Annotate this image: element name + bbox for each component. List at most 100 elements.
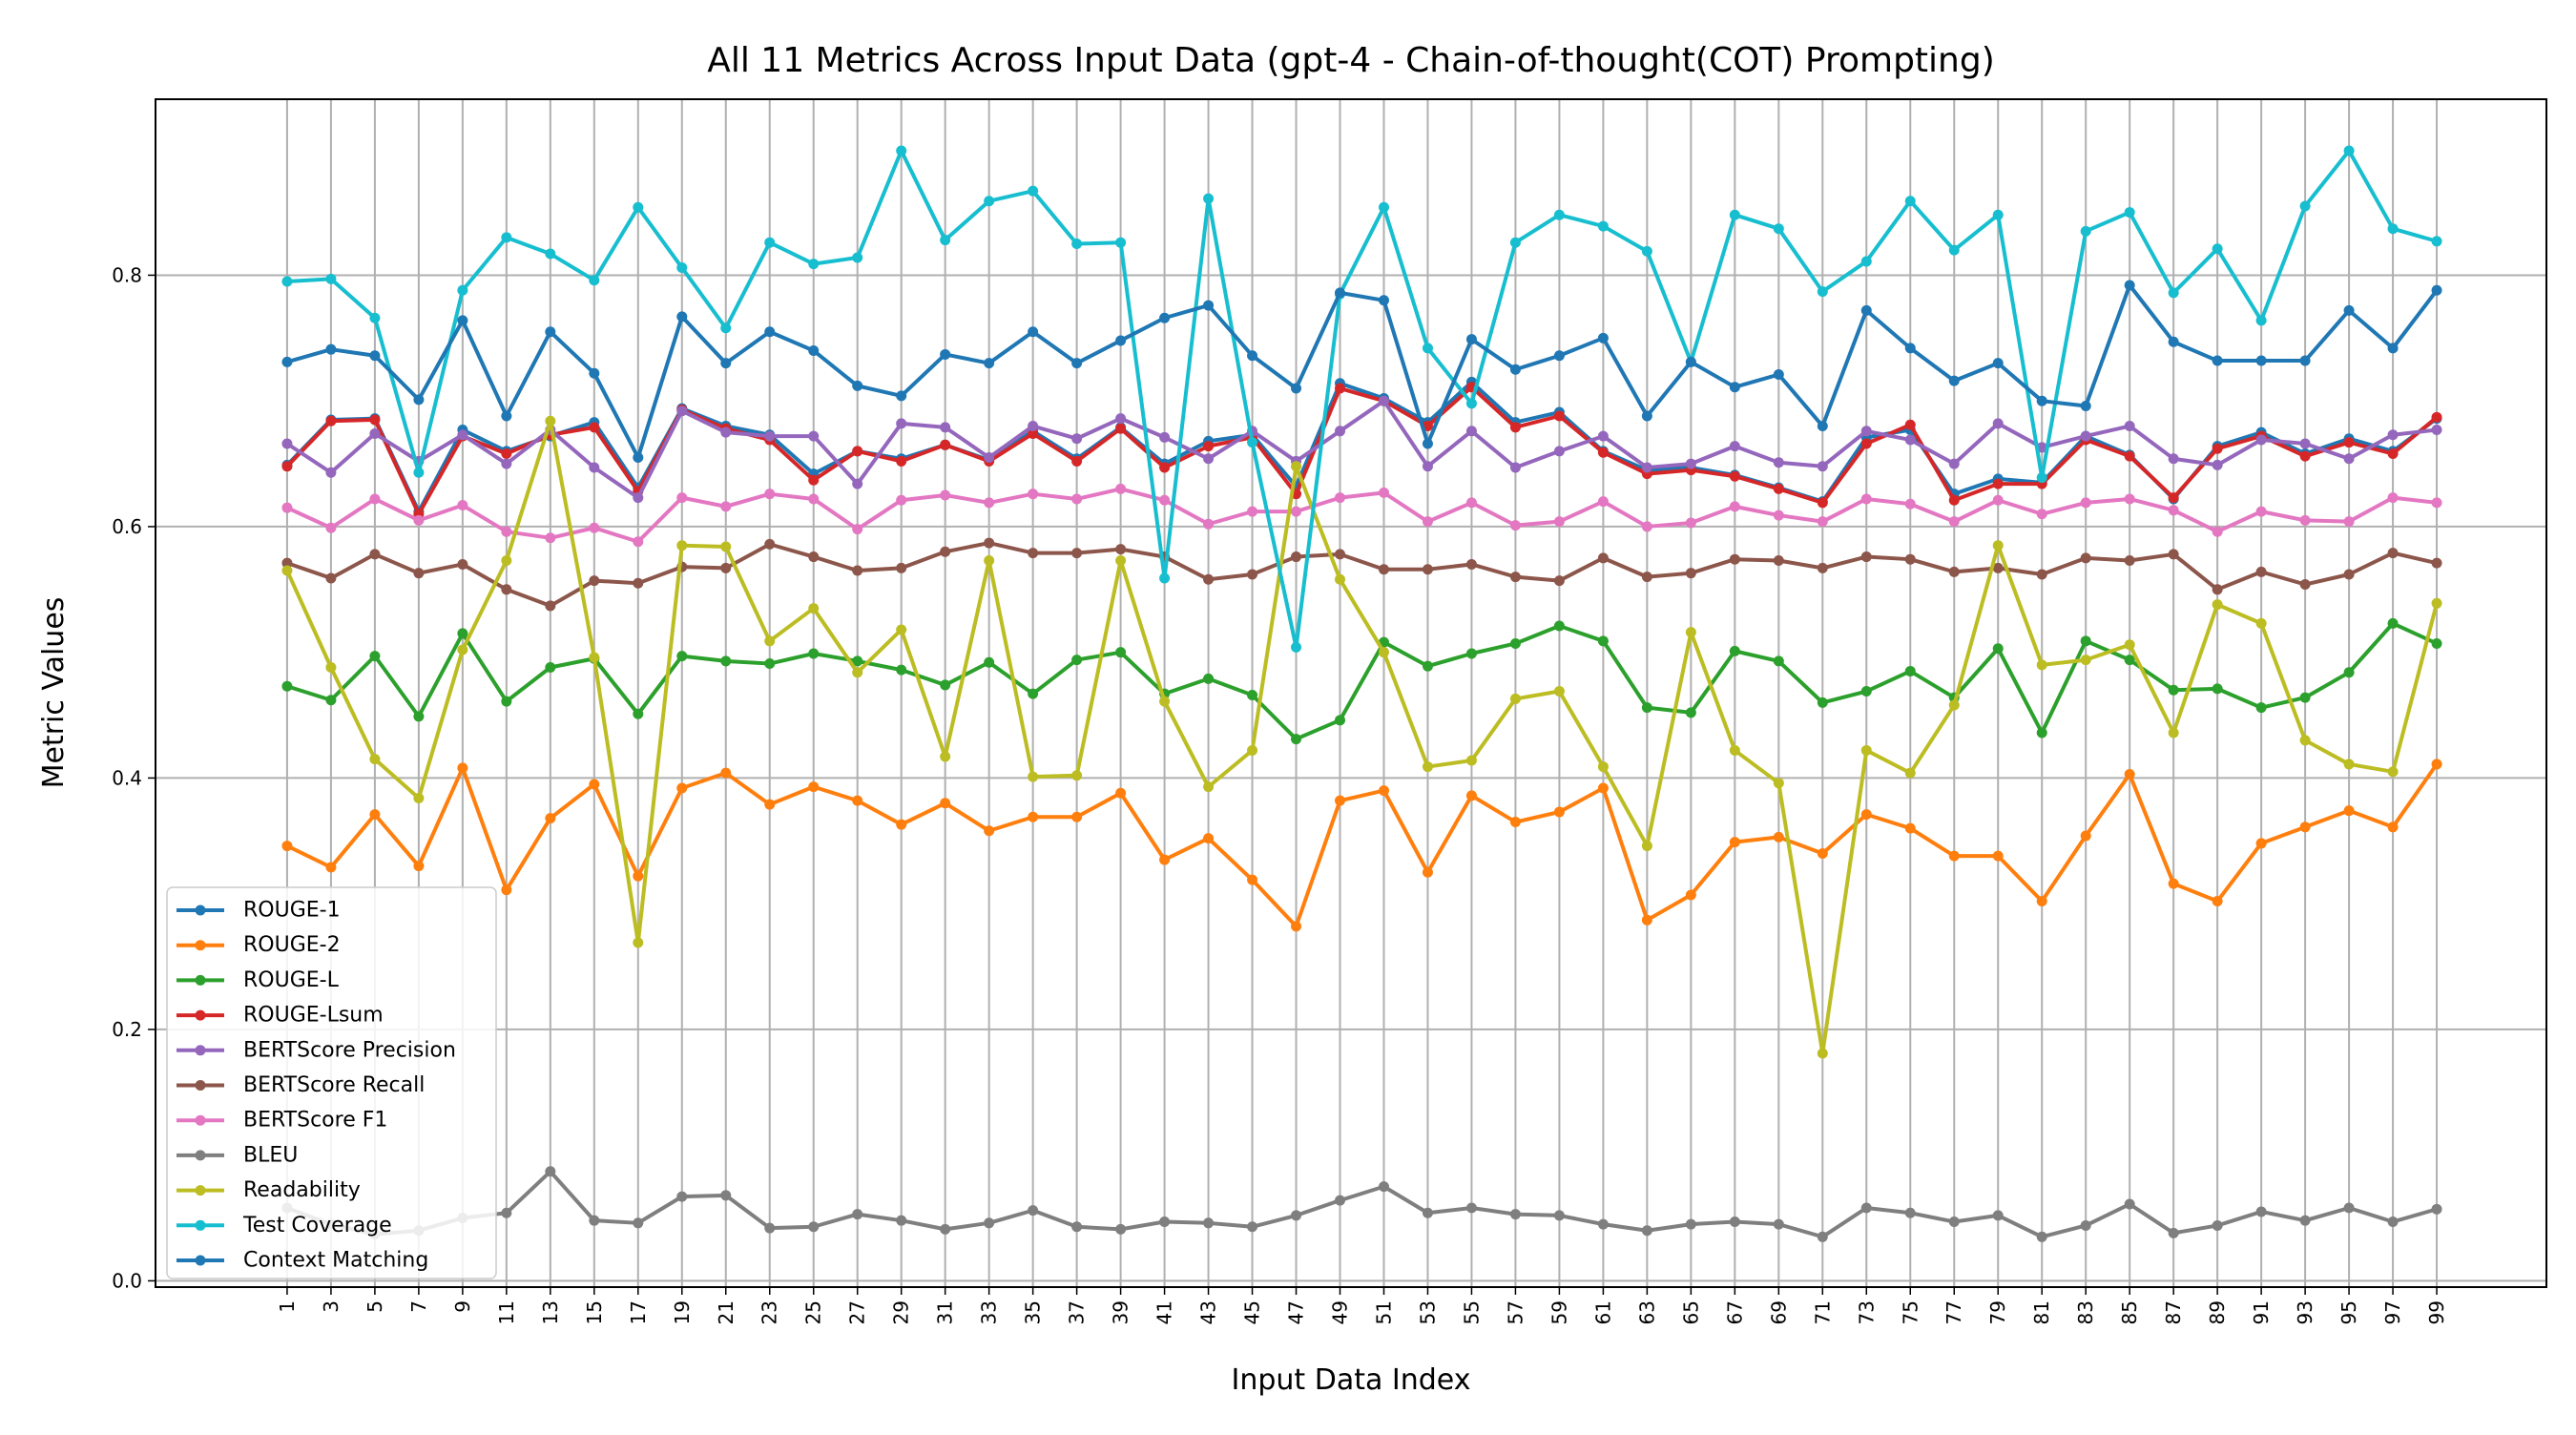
x-tick-label: 77 bbox=[1942, 1300, 1965, 1324]
data-point bbox=[2255, 355, 2267, 366]
data-point bbox=[1641, 1225, 1652, 1237]
data-point bbox=[2387, 343, 2399, 354]
data-point bbox=[896, 562, 907, 573]
data-point bbox=[2168, 492, 2179, 504]
x-tick-label: 79 bbox=[1986, 1300, 2009, 1324]
data-point bbox=[1773, 831, 1784, 842]
series-layer bbox=[281, 145, 2442, 1242]
data-point bbox=[325, 572, 337, 584]
data-point bbox=[2387, 492, 2399, 504]
data-point bbox=[808, 344, 820, 356]
data-point bbox=[1992, 850, 2004, 862]
x-tick-label: 17 bbox=[627, 1300, 650, 1324]
series-bertscore-precision bbox=[281, 395, 2442, 504]
data-point bbox=[1641, 521, 1652, 532]
data-point bbox=[1992, 494, 2004, 506]
legend-label: Readability bbox=[243, 1178, 361, 1202]
data-point bbox=[2431, 284, 2442, 296]
axis-ticks: 1 3 5 7 9 11 13 15 17 19 21 23 25 27 29 31 33 35 37 39 41 43 4… bbox=[112, 263, 2448, 1324]
data-point bbox=[1860, 438, 1872, 449]
data-point bbox=[1159, 696, 1171, 707]
data-point bbox=[281, 502, 293, 513]
data-point bbox=[545, 248, 556, 260]
data-point bbox=[1641, 462, 1652, 473]
data-point bbox=[501, 458, 512, 469]
y-tick-label: 0.4 bbox=[112, 766, 142, 789]
data-point bbox=[1071, 548, 1083, 559]
data-point bbox=[2036, 509, 2047, 520]
data-point bbox=[589, 522, 600, 533]
data-point bbox=[2431, 557, 2442, 569]
data-point bbox=[1028, 1205, 1039, 1217]
data-point bbox=[281, 841, 293, 852]
data-point bbox=[2168, 453, 2179, 465]
series-context-matching bbox=[281, 280, 2442, 463]
x-tick-label: 47 bbox=[1285, 1300, 1308, 1324]
data-point bbox=[2343, 1202, 2355, 1214]
x-tick-label: 75 bbox=[1899, 1300, 1922, 1324]
x-tick-label: 39 bbox=[1110, 1300, 1132, 1324]
legend-item: BERTScore Recall bbox=[177, 1073, 425, 1097]
x-tick-label: 37 bbox=[1066, 1300, 1089, 1324]
x-tick-label: 89 bbox=[2206, 1300, 2229, 1324]
data-point bbox=[896, 455, 907, 467]
data-point bbox=[1028, 489, 1039, 500]
data-point bbox=[1335, 492, 1346, 504]
x-tick-label: 55 bbox=[1460, 1300, 1483, 1324]
x-tick-label: 91 bbox=[2250, 1300, 2273, 1324]
data-point bbox=[1465, 790, 1477, 801]
series-rouge-l bbox=[281, 617, 2442, 745]
plot-area-frame bbox=[155, 98, 2547, 1288]
x-tick-label: 7 bbox=[407, 1300, 430, 1313]
data-point bbox=[1335, 573, 1346, 585]
data-point bbox=[1948, 375, 1960, 386]
data-point bbox=[545, 326, 556, 338]
legend-item: Context Matching bbox=[177, 1249, 428, 1273]
data-point bbox=[1729, 470, 1740, 482]
data-point bbox=[2168, 549, 2179, 560]
x-tick-label: 45 bbox=[1241, 1300, 1264, 1324]
data-point bbox=[1773, 510, 1784, 521]
data-point bbox=[457, 315, 468, 326]
data-point bbox=[369, 651, 381, 662]
data-point bbox=[720, 1190, 732, 1201]
series-bertscore-f1 bbox=[281, 483, 2442, 548]
data-point bbox=[1378, 487, 1389, 498]
data-point bbox=[2124, 1198, 2135, 1210]
data-point bbox=[720, 541, 732, 552]
data-point bbox=[1685, 458, 1696, 469]
legend-label: ROUGE-2 bbox=[243, 933, 341, 957]
data-point bbox=[413, 514, 425, 526]
data-point bbox=[1773, 457, 1784, 468]
data-point bbox=[896, 624, 907, 635]
data-point bbox=[2080, 552, 2091, 564]
data-point bbox=[1509, 637, 1521, 649]
data-point bbox=[1247, 437, 1258, 448]
data-point bbox=[984, 497, 995, 509]
series-readability bbox=[281, 415, 2442, 1059]
data-point bbox=[2036, 569, 2047, 580]
data-point bbox=[1335, 287, 1346, 299]
data-point bbox=[1992, 562, 2004, 573]
data-point bbox=[2387, 617, 2399, 629]
data-point bbox=[1291, 1210, 1302, 1221]
data-point bbox=[2343, 516, 2355, 528]
data-point bbox=[545, 600, 556, 612]
data-point bbox=[2036, 395, 2047, 406]
data-point bbox=[1291, 734, 1302, 745]
data-point bbox=[1553, 350, 1565, 362]
data-point bbox=[940, 1223, 951, 1235]
data-point bbox=[457, 762, 468, 774]
data-point bbox=[1247, 1221, 1258, 1233]
grid-lines bbox=[156, 99, 2546, 1287]
data-point bbox=[1948, 516, 1960, 528]
data-point bbox=[1422, 461, 1433, 472]
data-point bbox=[1904, 196, 1916, 207]
data-point bbox=[457, 558, 468, 570]
data-point bbox=[2168, 684, 2179, 696]
data-point bbox=[1597, 1218, 1609, 1230]
data-point bbox=[1509, 817, 1521, 828]
data-point bbox=[633, 1217, 644, 1229]
legend-item: Test Coverage bbox=[177, 1214, 392, 1237]
